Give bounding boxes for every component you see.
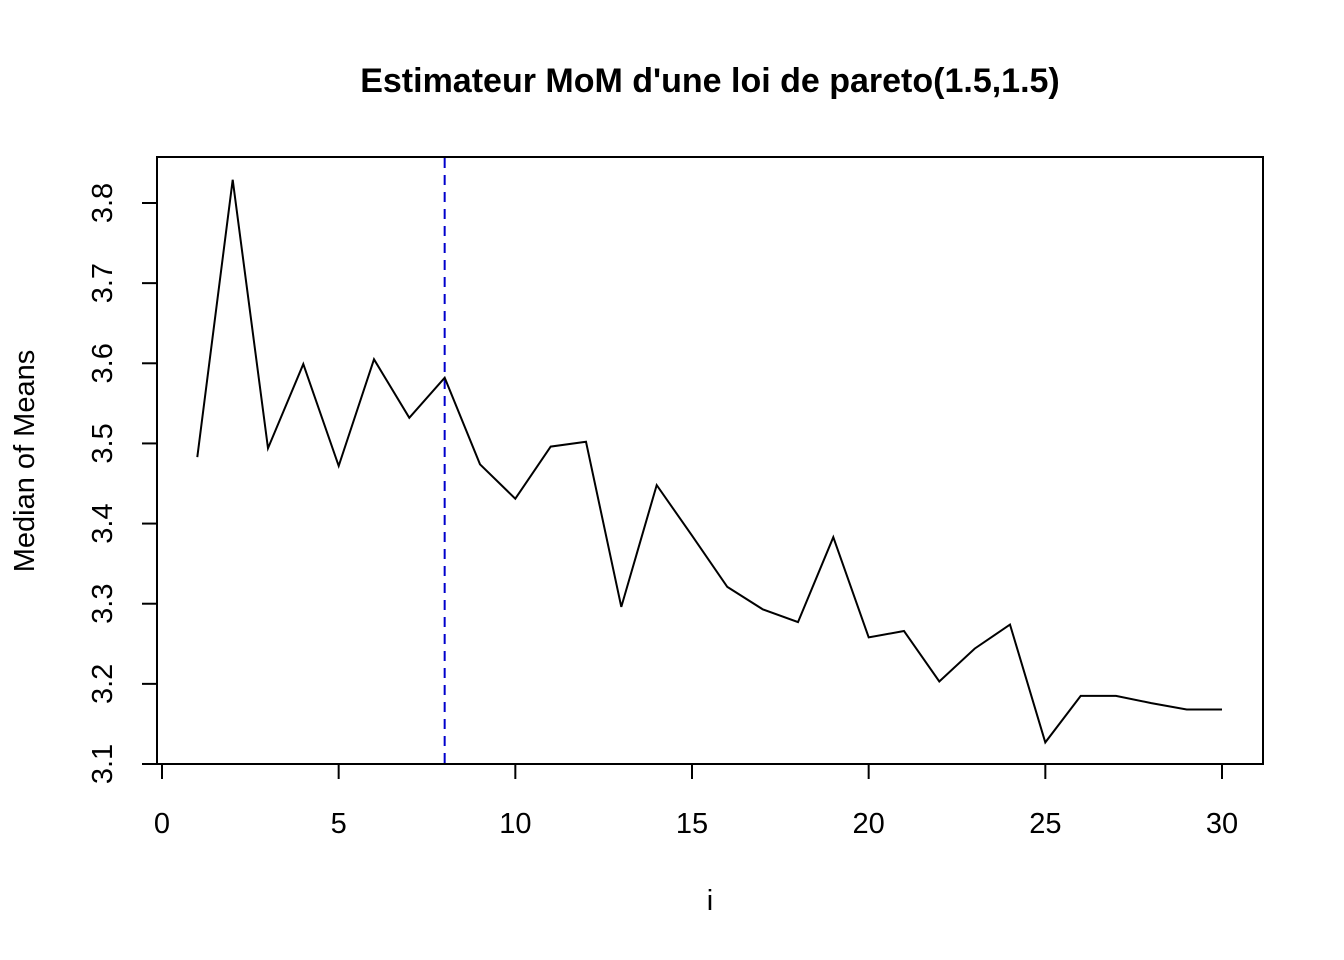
data-point (974, 648, 976, 650)
x-tick-label: 5 (331, 808, 347, 840)
data-point (1221, 709, 1223, 711)
data-point (656, 484, 658, 486)
x-tick-label: 15 (676, 808, 708, 840)
data-point (1009, 624, 1011, 626)
y-axis: 3.1 3.2 3.3 3.4 3.5 3.6 3.7 3.8 (87, 183, 158, 784)
data-point (762, 608, 764, 610)
data-point (267, 447, 269, 449)
data-point (1186, 709, 1188, 711)
x-tick-label: 25 (1029, 808, 1061, 840)
data-point (1044, 741, 1046, 743)
x-axis-label: i (707, 885, 713, 917)
y-tick-label: 3.4 (87, 503, 119, 543)
data-point (408, 417, 410, 419)
data-point (1080, 695, 1082, 697)
data-point (550, 446, 552, 448)
x-tick-label: 10 (499, 808, 531, 840)
x-tick-label: 20 (853, 808, 885, 840)
y-tick-label: 3.5 (87, 423, 119, 463)
data-point (903, 630, 905, 632)
y-tick-label: 3.6 (87, 343, 119, 383)
data-point (620, 606, 622, 608)
y-tick-label: 3.2 (87, 664, 119, 704)
data-point (726, 586, 728, 588)
data-point (832, 536, 834, 538)
chart-title: Estimateur MoM d'une loi de pareto(1.5,1… (360, 62, 1060, 100)
plot-area (196, 158, 1223, 763)
x-tick-label: 30 (1206, 808, 1238, 840)
data-point (479, 463, 481, 465)
data-point (868, 636, 870, 638)
y-axis-label: Median of Means (9, 350, 41, 572)
x-tick-label: 0 (154, 808, 170, 840)
data-point (1115, 695, 1117, 697)
data-point (444, 377, 446, 379)
data-point (338, 465, 340, 467)
plot-frame (156, 156, 1264, 765)
y-tick-label: 3.3 (87, 584, 119, 624)
data-point (938, 680, 940, 682)
x-axis: 0 5 10 15 20 25 30 (154, 763, 1238, 840)
y-tick-label: 3.7 (87, 263, 119, 303)
data-point (514, 498, 516, 500)
data-point (585, 441, 587, 443)
y-tick-label: 3.8 (87, 183, 119, 223)
data-point (691, 535, 693, 537)
y-tick-label: 3.1 (87, 744, 119, 784)
data-point (302, 363, 304, 365)
data-point (1150, 702, 1152, 704)
data-point (232, 179, 234, 181)
data-point (373, 358, 375, 360)
data-point (797, 621, 799, 623)
series-line (196, 179, 1222, 745)
data-point (196, 456, 198, 458)
